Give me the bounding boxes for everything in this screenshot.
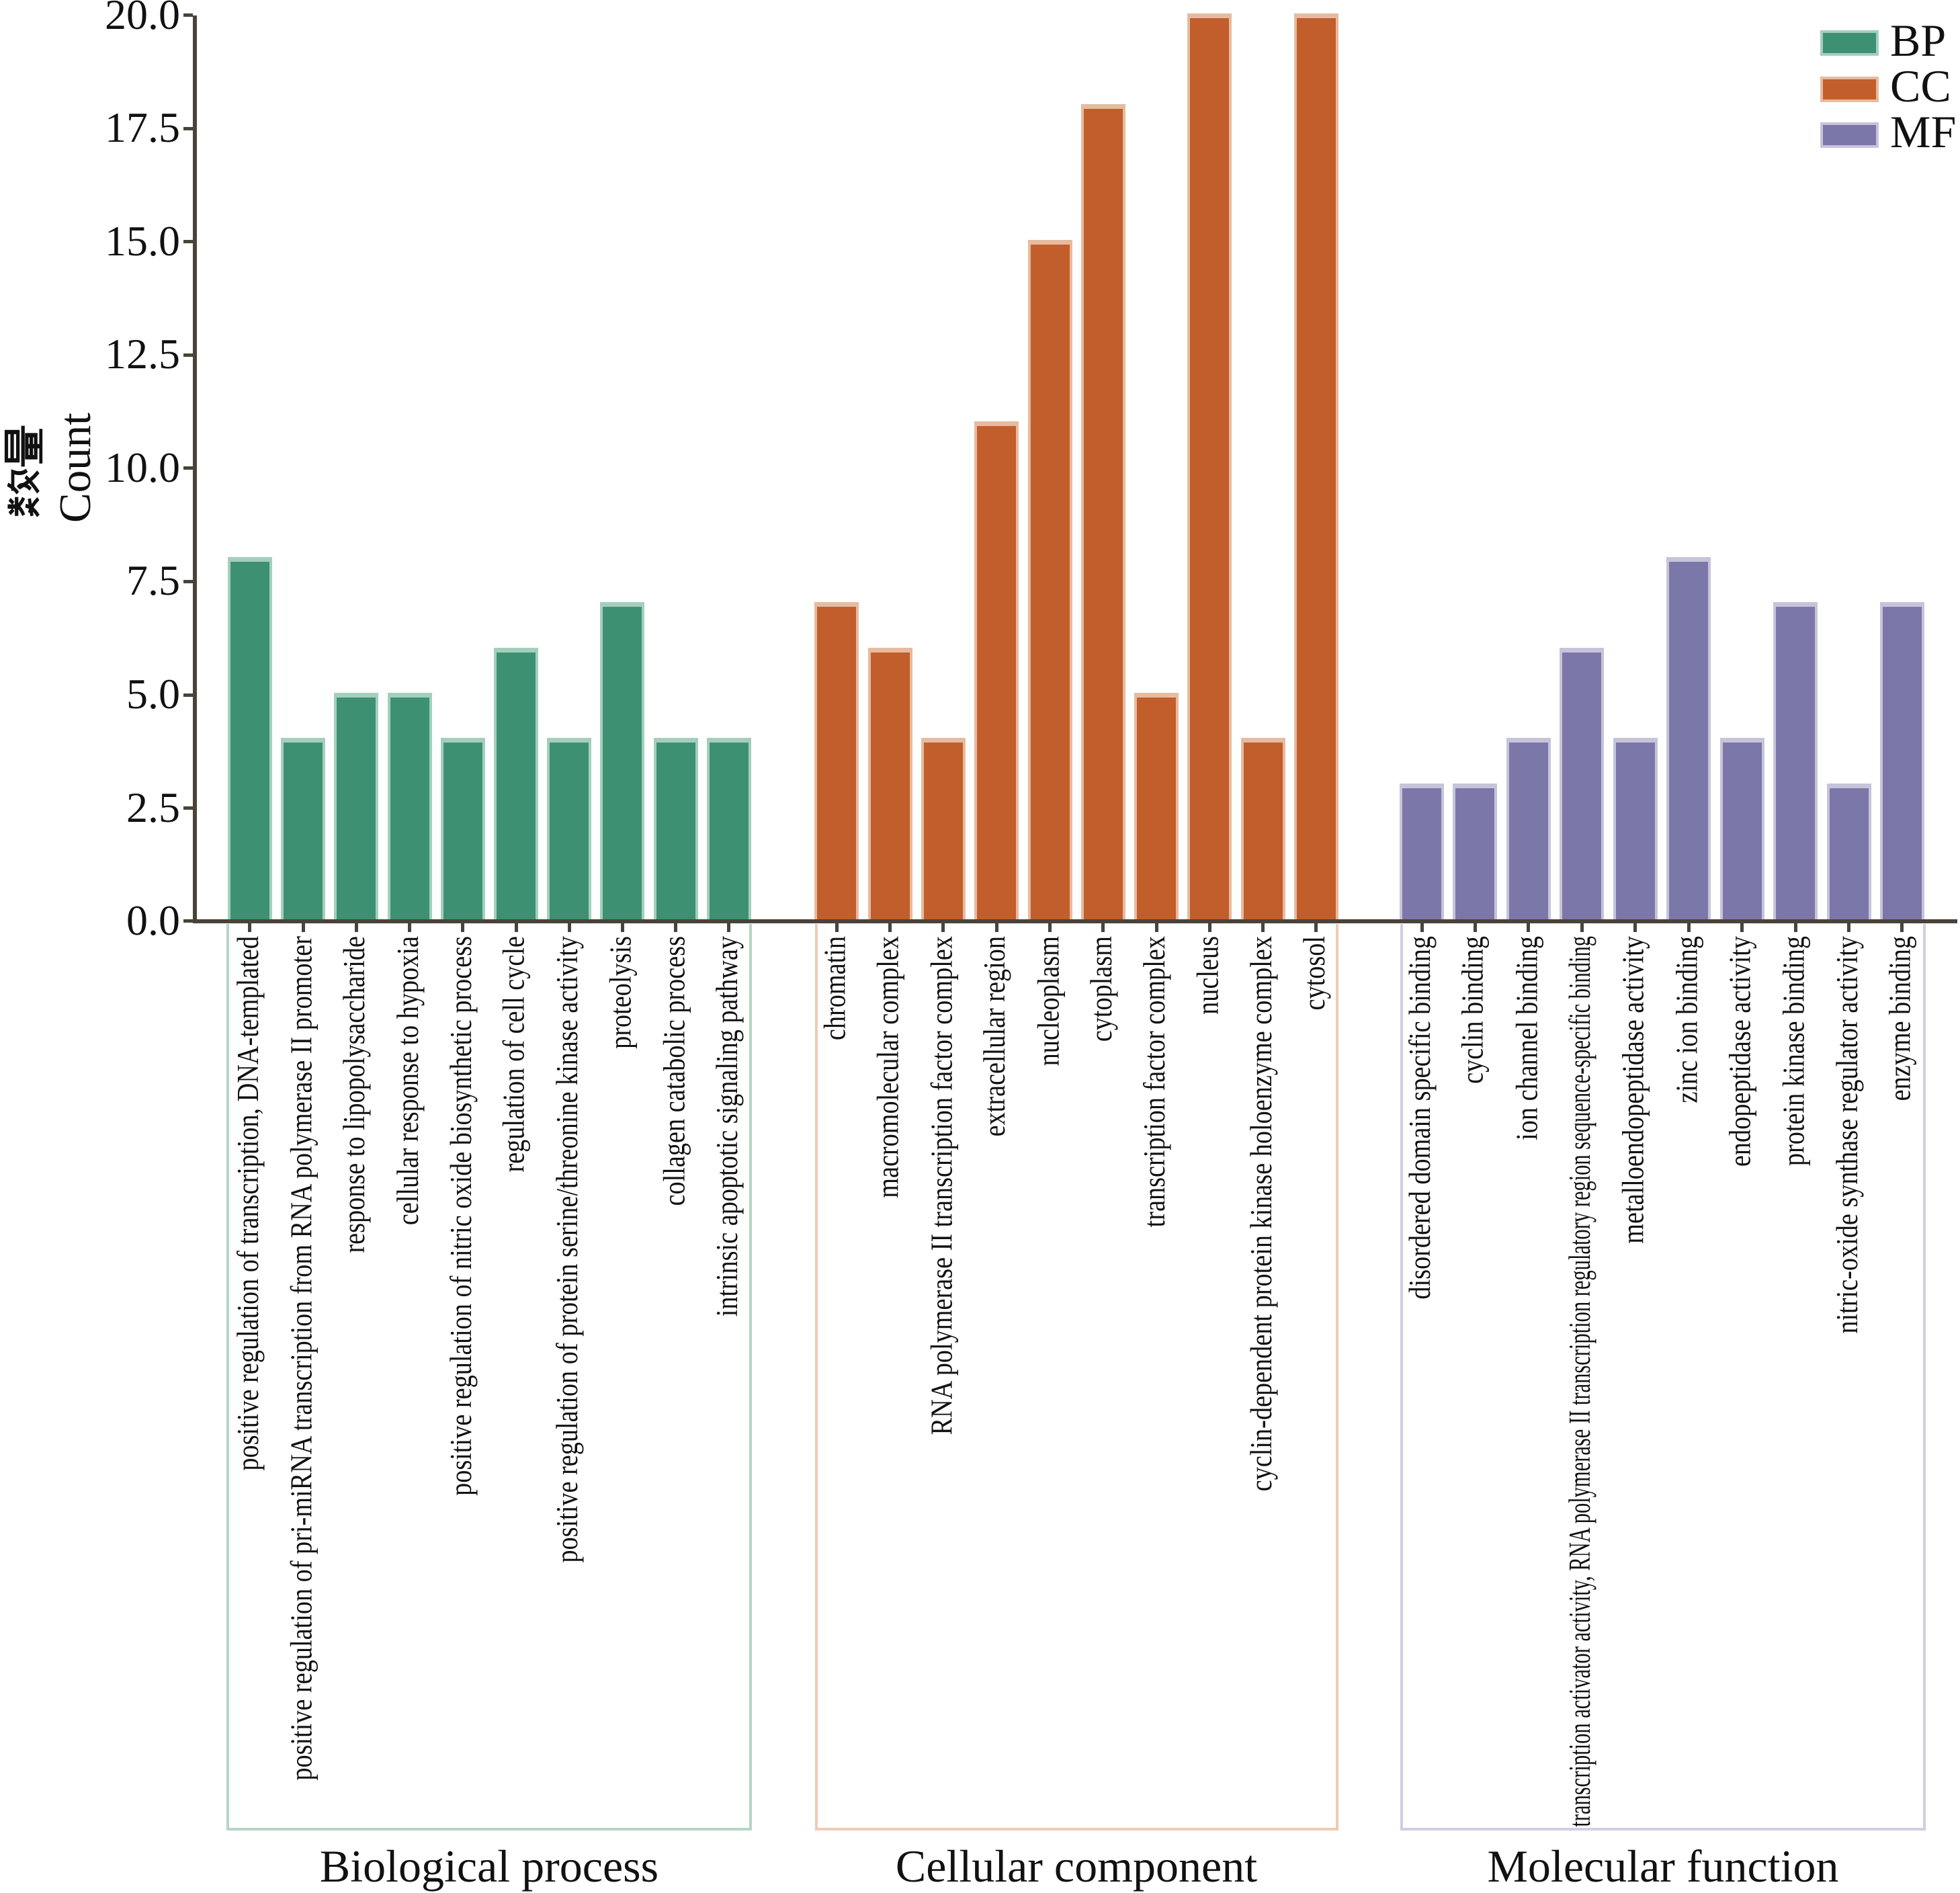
svg-text:Count: Count: [50, 413, 100, 523]
